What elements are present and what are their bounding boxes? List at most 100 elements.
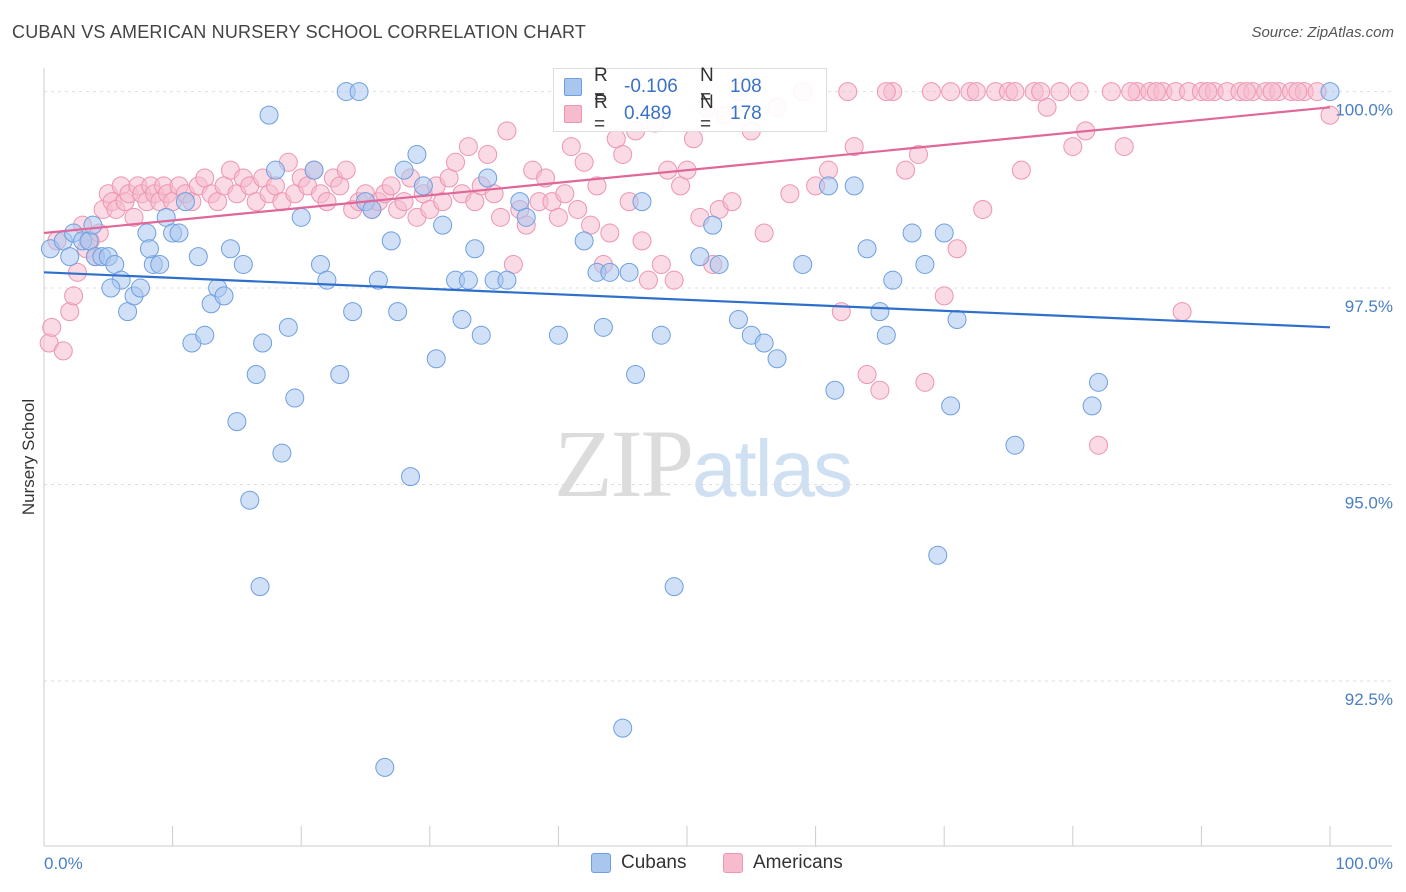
americans-point (587, 176, 607, 196)
n-label: N = (700, 92, 714, 135)
americans-point (754, 223, 774, 243)
cubans-point (613, 718, 633, 738)
x-ticks (43, 826, 1331, 846)
americans-point (638, 270, 658, 290)
cubans-point (169, 223, 189, 243)
americans-point (780, 184, 800, 204)
americans-point (42, 317, 62, 337)
americans-point (60, 302, 80, 322)
cubans-point (941, 396, 961, 416)
cubans-point (175, 192, 195, 212)
x-tick-label-min: 0.0% (44, 854, 83, 873)
americans-point (1114, 137, 1134, 157)
cubans-point (253, 333, 273, 353)
cubans-point (458, 270, 478, 290)
americans-point (857, 364, 877, 384)
americans-point (491, 207, 511, 227)
r-value: 0.489 (624, 103, 672, 124)
americans-point (915, 372, 935, 392)
cubans-point (619, 262, 639, 282)
americans-point (1262, 82, 1282, 102)
americans-point (838, 82, 858, 102)
cubans-point (426, 349, 446, 369)
cubans-point (600, 262, 620, 282)
y-tick-labels: 100.0% 97.5% 95.0% 92.5% (1335, 101, 1393, 709)
cubans-point (497, 270, 517, 290)
americans-point (561, 137, 581, 157)
cubans-point (304, 160, 324, 180)
americans-point (651, 254, 671, 274)
cubans-point (291, 207, 311, 227)
americans-point (1069, 82, 1089, 102)
americans-point (844, 137, 864, 157)
cubans-point (844, 176, 864, 196)
n-value: 178 (730, 103, 762, 124)
cubans-point (349, 82, 369, 102)
legend-row-cubans: R = -0.106 N = 108 (564, 65, 762, 108)
americans-point (317, 192, 337, 212)
r-label: R = (594, 92, 608, 135)
americans-point (908, 144, 928, 164)
trend-lines (43, 106, 1331, 329)
americans-point (394, 192, 414, 212)
cubans-point (478, 168, 498, 188)
americans-point (568, 199, 588, 219)
americans-point (632, 231, 652, 251)
americans-point (478, 144, 498, 164)
legend-item-cubans[interactable]: Cubans (591, 852, 687, 874)
y-axis-label: Nursery School (19, 399, 38, 515)
americans-point (941, 82, 961, 102)
cubans-point (870, 302, 890, 322)
cubans-point (246, 364, 266, 384)
cubans-point (793, 254, 813, 274)
axes (43, 68, 1392, 847)
cubans-point (703, 215, 723, 235)
cubans-point (1082, 396, 1102, 416)
americans-point (1005, 82, 1025, 102)
cubans-point (394, 160, 414, 180)
americans-legend-label: Americans (753, 852, 843, 873)
legend-row-americans: R = 0.489 N = 178 (564, 92, 762, 135)
n-label: N = (700, 65, 714, 108)
americans-point (433, 192, 453, 212)
y-tick-label: 92.5% (1345, 690, 1393, 709)
cubans-point (728, 309, 748, 329)
correlation-legend: R = -0.106 N = 108 R = 0.489 N = 178 (553, 65, 827, 135)
cubans-point (265, 160, 285, 180)
cubans-point (928, 545, 948, 565)
americans-point (1089, 435, 1109, 455)
americans-point (1172, 302, 1192, 322)
cubans-point (876, 325, 896, 345)
cubans-point (388, 302, 408, 322)
cubans-point (664, 577, 684, 597)
americans-point (555, 184, 575, 204)
cubans-point (220, 239, 240, 259)
americans-point (1236, 82, 1256, 102)
americans-point (1198, 82, 1218, 102)
cubans-point (754, 333, 774, 353)
americans-point (973, 199, 993, 219)
cubans-point (1089, 372, 1109, 392)
americans-point (658, 160, 678, 180)
americans-point (876, 82, 896, 102)
cubans-point (651, 325, 671, 345)
cubans-point (401, 467, 421, 487)
cubans-point (709, 254, 729, 274)
americans-point (574, 152, 594, 172)
americans-point (934, 286, 954, 306)
americans-point (613, 144, 633, 164)
y-tick-label: 95.0% (1345, 494, 1393, 513)
cubans-swatch (564, 78, 582, 96)
legend-item-americans[interactable]: Americans (723, 852, 843, 874)
cubans-point (343, 302, 363, 322)
cubans-point (471, 325, 491, 345)
cubans-point (278, 317, 298, 337)
americans-point (548, 207, 568, 227)
cubans-point (1005, 435, 1025, 455)
americans-point (1011, 160, 1031, 180)
cubans-point (259, 105, 279, 125)
cubans-point (150, 254, 170, 274)
cubans-point (375, 757, 395, 777)
cubans-point (368, 270, 388, 290)
